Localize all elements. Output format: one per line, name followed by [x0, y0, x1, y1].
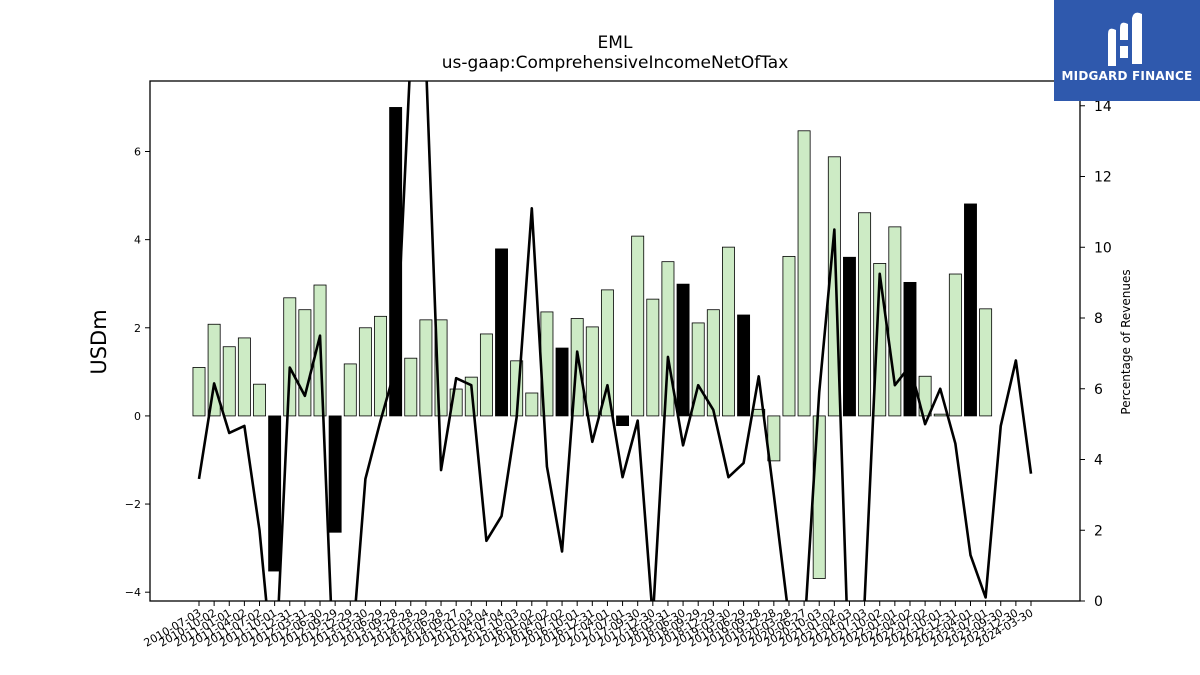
- bar: [192, 367, 206, 417]
- bar: [555, 347, 569, 417]
- bar: [903, 281, 917, 417]
- bar: [979, 308, 993, 417]
- bar: [268, 415, 282, 572]
- bar: [600, 289, 614, 417]
- plot-area: [149, 80, 1081, 602]
- logo-text: MIDGARD FINANCE: [1061, 69, 1193, 83]
- y2-tick-label: 4: [1094, 453, 1103, 469]
- logo-mark-icon: [1108, 12, 1142, 67]
- bar: [843, 256, 856, 417]
- y-tick-label: 2: [134, 322, 141, 335]
- bar: [479, 333, 493, 417]
- y2-tick-label: 0: [1094, 594, 1103, 610]
- bar: [797, 130, 811, 417]
- bar: [343, 363, 357, 417]
- bar: [374, 315, 387, 417]
- bar: [358, 327, 372, 417]
- y2-tick-label: 12: [1094, 170, 1112, 186]
- bar: [661, 261, 675, 417]
- bar: [948, 273, 962, 417]
- bar: [933, 413, 947, 417]
- line-series: [197, 81, 1033, 601]
- midgard-finance-logo: MIDGARD FINANCE: [1054, 0, 1200, 101]
- bar: [888, 226, 902, 417]
- y2-axis-label: Percentage of Revenues: [1119, 269, 1133, 414]
- chart-title: EML: [598, 33, 633, 53]
- y-tick-label: −4: [125, 586, 141, 599]
- y-axis-left: −4 −2 0 2 4 6: [125, 146, 150, 599]
- bar: [404, 357, 418, 417]
- bar: [631, 235, 645, 417]
- bar: [419, 319, 433, 417]
- bar: [253, 383, 266, 417]
- revenue-percentage-line: [197, 81, 1033, 601]
- y-tick-label: 4: [134, 234, 141, 247]
- y2-tick-label: 2: [1094, 523, 1103, 539]
- bar: [706, 309, 720, 417]
- bar: [237, 337, 251, 417]
- x-axis: 2010-07-032010-10-022011-01-012011-04-02…: [142, 601, 1036, 650]
- bar: [722, 246, 735, 417]
- y-tick-label: 0: [134, 410, 141, 423]
- y-tick-label: 6: [134, 146, 141, 159]
- y2-tick-label: 14: [1094, 99, 1112, 115]
- bar: [495, 248, 508, 417]
- bar: [964, 203, 977, 417]
- bar: [222, 346, 236, 417]
- bar: [737, 314, 751, 417]
- bar: [616, 415, 630, 427]
- bar: [328, 415, 342, 533]
- y2-tick-label: 8: [1094, 311, 1103, 327]
- bar: [676, 283, 690, 417]
- bar: [858, 212, 872, 417]
- bar: [298, 309, 312, 417]
- y2-tick-label: 10: [1094, 240, 1112, 256]
- y-tick-label: −2: [125, 498, 141, 511]
- bar: [646, 298, 660, 417]
- bar: [782, 255, 796, 417]
- y-axis-right: 0 2 4 6 8 10 12 14: [1080, 99, 1112, 610]
- y-axis-label: USDm: [87, 309, 111, 374]
- bar: [585, 326, 599, 417]
- bars: [192, 107, 993, 579]
- chart-subtitle: us-gaap:ComprehensiveIncomeNetOfTax: [442, 53, 789, 73]
- bar: [525, 392, 539, 417]
- y2-tick-label: 6: [1094, 382, 1103, 398]
- bar: [283, 297, 297, 417]
